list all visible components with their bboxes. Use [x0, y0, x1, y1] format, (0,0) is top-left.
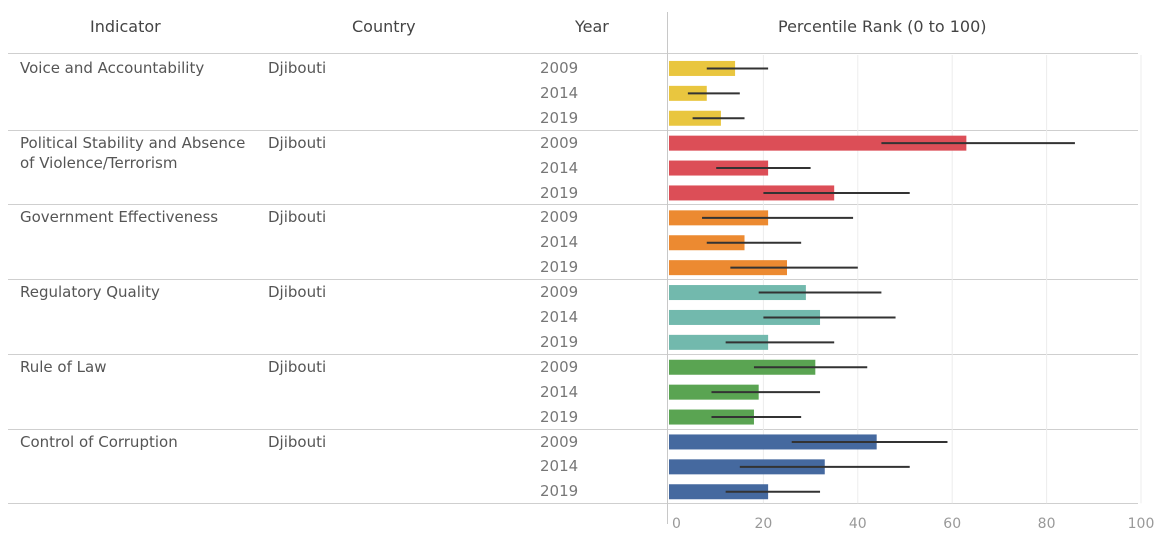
indicator-label: Regulatory Quality: [20, 283, 160, 302]
x-tick-label: 20: [754, 516, 772, 532]
year-label: 2009: [540, 208, 579, 227]
x-tick-label: 80: [1038, 516, 1056, 532]
year-label: 2019: [540, 108, 579, 127]
indicator-label: Voice and Accountability: [20, 59, 205, 77]
group-separator: [8, 204, 1138, 206]
year-label: 2009: [540, 432, 579, 451]
country-label: Djibouti: [268, 59, 327, 77]
group-separator: [8, 279, 1138, 281]
bar: [669, 285, 806, 301]
indicator-label: Rule of Law: [20, 357, 107, 376]
year-label: 2019: [540, 332, 579, 351]
indicator-label: Control of Corruption: [20, 432, 178, 451]
axis-divider: [667, 12, 668, 524]
year-label: 2014: [540, 457, 579, 476]
year-label: 2009: [540, 59, 579, 77]
year-label: 2019: [540, 407, 579, 426]
bar: [669, 484, 769, 500]
bar: [669, 434, 877, 450]
year-label: 2009: [540, 133, 579, 152]
country-label: Djibouti: [268, 432, 327, 451]
x-tick-label: 100: [1128, 516, 1155, 532]
bar: [669, 260, 787, 276]
year-label: 2019: [540, 258, 579, 277]
country-label: Djibouti: [268, 283, 327, 302]
country-label: Djibouti: [268, 208, 327, 227]
year-column-header: Year: [575, 17, 609, 36]
year-label: 2014: [540, 233, 579, 252]
year-label: 2014: [540, 382, 579, 401]
indicator-column-header: Indicator: [90, 17, 161, 36]
indicator-label: Government Effectiveness: [20, 208, 219, 227]
group-separator: [8, 503, 1138, 505]
percentile-rank-column-header: Percentile Rank (0 to 100): [778, 17, 987, 36]
country-column-header: Country: [352, 17, 416, 36]
bar: [669, 359, 816, 375]
group-separator: [8, 129, 1138, 131]
year-label: 2014: [540, 83, 579, 102]
bar: [669, 334, 769, 350]
country-label: Djibouti: [268, 357, 327, 376]
year-label: 2009: [540, 283, 579, 302]
indicator-label: Political Stability and Absence of Viole…: [20, 133, 246, 172]
year-label: 2014: [540, 158, 579, 177]
x-tick-label: 60: [943, 516, 961, 532]
bar: [669, 309, 821, 325]
year-label: 2009: [540, 357, 579, 376]
x-tick-label: 0: [672, 516, 681, 532]
bar: [669, 60, 736, 76]
country-label: Djibouti: [268, 133, 327, 152]
header-separator: [8, 53, 1138, 54]
bar: [669, 135, 967, 151]
x-tick-label: 40: [849, 516, 867, 532]
group-separator: [8, 353, 1138, 355]
year-label: 2014: [540, 308, 579, 326]
bar: [669, 185, 835, 201]
year-label: 2019: [540, 482, 579, 501]
group-separator: [8, 428, 1138, 430]
year-label: 2019: [540, 183, 579, 202]
